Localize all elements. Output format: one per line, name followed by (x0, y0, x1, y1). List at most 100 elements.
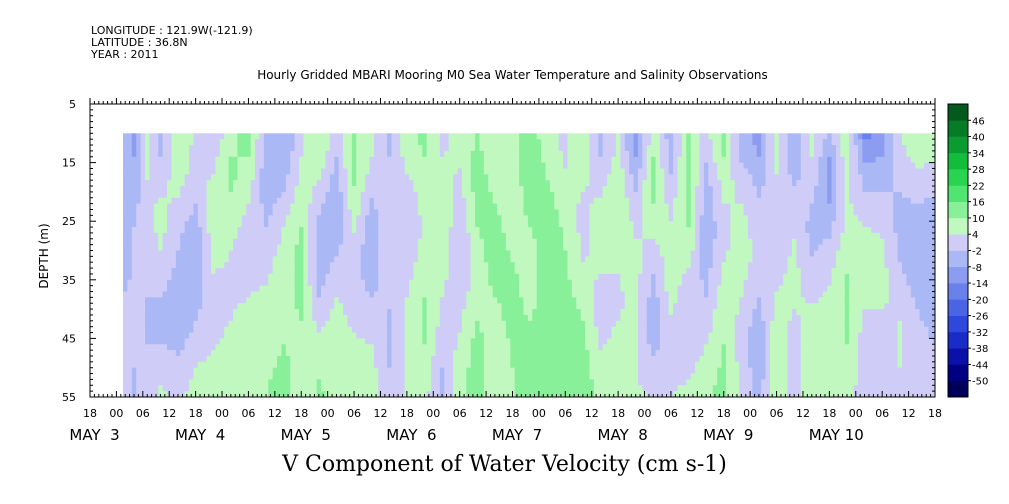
heatmap-cell (197, 244, 203, 251)
heatmap-cell (329, 355, 335, 363)
heatmap-cell (338, 191, 344, 199)
heatmap-cell (417, 162, 423, 169)
heatmap-cell (250, 150, 256, 158)
heatmap-cell (145, 355, 150, 363)
heatmap-cell (549, 174, 555, 181)
heatmap-cell (523, 309, 529, 316)
heatmap-cell (466, 250, 472, 257)
heatmap-cell (153, 250, 159, 257)
heatmap-cell (237, 297, 243, 304)
heatmap-cell (563, 191, 568, 199)
heatmap-cell (268, 191, 274, 199)
heatmap-cell (233, 268, 238, 275)
heatmap-cell (356, 203, 362, 210)
heatmap-cell (347, 221, 353, 228)
heatmap-cell (303, 139, 309, 146)
heatmap-cell (514, 186, 520, 193)
heatmap-cell (224, 268, 230, 275)
heatmap-cell (598, 314, 604, 322)
heatmap-cell (479, 344, 485, 351)
heatmap-cell (417, 227, 423, 234)
heatmap-cell (189, 373, 194, 380)
heatmap-cell (607, 361, 612, 369)
heatmap-cell (475, 215, 480, 222)
heatmap-cell (571, 238, 577, 246)
heatmap-cell (281, 385, 287, 392)
heatmap-cell (285, 285, 291, 292)
heatmap-cell (598, 209, 604, 216)
heatmap-cell (241, 262, 247, 269)
heatmap-cell (316, 367, 322, 374)
heatmap-cell (259, 379, 265, 386)
heatmap-cell (466, 244, 472, 251)
heatmap-cell (558, 367, 564, 374)
heatmap-cell (391, 250, 397, 257)
heatmap-cell (180, 244, 186, 251)
heatmap-cell (545, 162, 551, 169)
heatmap-cell (400, 385, 406, 392)
heatmap-cell (466, 174, 472, 181)
heatmap-cell (272, 232, 278, 240)
heatmap-cell (501, 303, 507, 310)
heatmap-cell (598, 367, 604, 374)
heatmap-cell (387, 256, 392, 263)
heatmap-cell (316, 150, 322, 158)
heatmap-cell (545, 279, 551, 287)
heatmap-cell (180, 238, 186, 246)
heatmap-cell (501, 291, 507, 298)
heatmap-cell (378, 162, 384, 169)
heatmap-cell (277, 238, 282, 246)
heatmap-cell (250, 285, 256, 292)
heatmap-cell (158, 361, 164, 369)
heatmap-cell (431, 238, 436, 246)
heatmap-cell (400, 273, 406, 281)
heatmap-cell (369, 133, 375, 140)
heatmap-cell (439, 379, 445, 386)
heatmap-cell (127, 303, 133, 310)
heatmap-cell (356, 145, 362, 152)
heatmap-cell (466, 139, 472, 146)
heatmap-cell (435, 332, 441, 339)
heatmap-cell (123, 332, 128, 339)
heatmap-cell (197, 303, 203, 310)
heatmap-cell (387, 314, 392, 322)
heatmap-cell (233, 309, 238, 316)
heatmap-cell (426, 385, 432, 392)
heatmap-cell (123, 285, 128, 292)
heatmap-cell (140, 273, 146, 281)
heatmap-cell (479, 232, 485, 240)
heatmap-cell (321, 209, 326, 216)
heatmap-cell (215, 186, 221, 193)
heatmap-cell (409, 221, 414, 228)
heatmap-cell (312, 186, 318, 193)
heatmap-cell (140, 156, 146, 163)
heatmap-cell (439, 145, 445, 152)
heatmap-cell (422, 250, 428, 257)
heatmap-cell (285, 291, 291, 298)
heatmap-cell (294, 180, 300, 187)
heatmap-cell (536, 344, 542, 351)
heatmap-cell (312, 191, 318, 199)
heatmap-cell (492, 139, 498, 146)
heatmap-cell (369, 145, 375, 152)
heatmap-cell (382, 197, 388, 205)
heatmap-cell (299, 385, 304, 392)
heatmap-cell (338, 238, 344, 246)
heatmap-cell (492, 227, 498, 234)
heatmap-cell (215, 344, 221, 351)
heatmap-cell (501, 314, 507, 322)
heatmap-cell (338, 156, 344, 163)
heatmap-cell (197, 361, 203, 369)
heatmap-cell (461, 215, 467, 222)
heatmap-cell (356, 309, 362, 316)
heatmap-cell (312, 162, 318, 169)
heatmap-cell (431, 355, 436, 363)
heatmap-cell (255, 291, 260, 298)
heatmap-cell (470, 232, 476, 240)
heatmap-cell (519, 344, 524, 351)
heatmap-cell (413, 285, 419, 292)
heatmap-cell (558, 332, 564, 339)
heatmap-cell (281, 355, 287, 363)
heatmap-cell (153, 174, 159, 181)
heatmap-cell (483, 256, 489, 263)
